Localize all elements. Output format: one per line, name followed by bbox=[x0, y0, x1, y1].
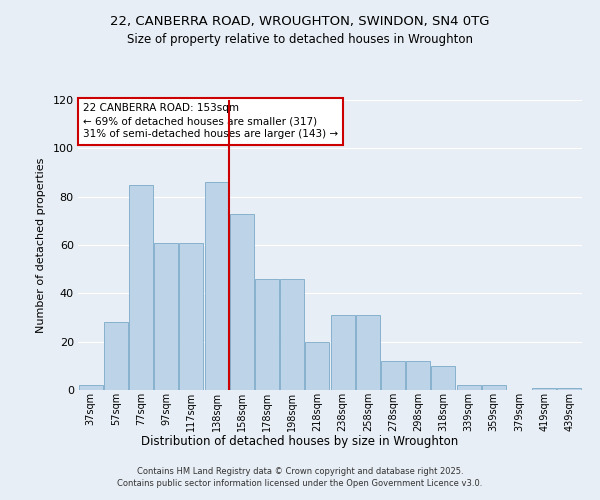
Text: Distribution of detached houses by size in Wroughton: Distribution of detached houses by size … bbox=[142, 435, 458, 448]
Bar bbox=[205, 182, 229, 390]
Bar bbox=[280, 279, 304, 390]
Y-axis label: Number of detached properties: Number of detached properties bbox=[36, 158, 46, 332]
Bar bbox=[104, 322, 128, 390]
Text: Contains HM Land Registry data © Crown copyright and database right 2025.
Contai: Contains HM Land Registry data © Crown c… bbox=[118, 466, 482, 487]
Text: 22 CANBERRA ROAD: 153sqm
← 69% of detached houses are smaller (317)
31% of semi-: 22 CANBERRA ROAD: 153sqm ← 69% of detach… bbox=[83, 103, 338, 140]
Bar bbox=[305, 342, 329, 390]
Bar bbox=[457, 385, 481, 390]
Bar bbox=[230, 214, 254, 390]
Bar bbox=[79, 385, 103, 390]
Bar bbox=[331, 315, 355, 390]
Bar bbox=[381, 361, 405, 390]
Bar bbox=[255, 279, 279, 390]
Bar bbox=[532, 388, 556, 390]
Text: 22, CANBERRA ROAD, WROUGHTON, SWINDON, SN4 0TG: 22, CANBERRA ROAD, WROUGHTON, SWINDON, S… bbox=[110, 15, 490, 28]
Bar bbox=[557, 388, 581, 390]
Bar bbox=[179, 242, 203, 390]
Bar bbox=[129, 184, 153, 390]
Bar bbox=[406, 361, 430, 390]
Text: Size of property relative to detached houses in Wroughton: Size of property relative to detached ho… bbox=[127, 32, 473, 46]
Bar bbox=[356, 315, 380, 390]
Bar bbox=[431, 366, 455, 390]
Bar bbox=[154, 242, 178, 390]
Bar bbox=[482, 385, 506, 390]
